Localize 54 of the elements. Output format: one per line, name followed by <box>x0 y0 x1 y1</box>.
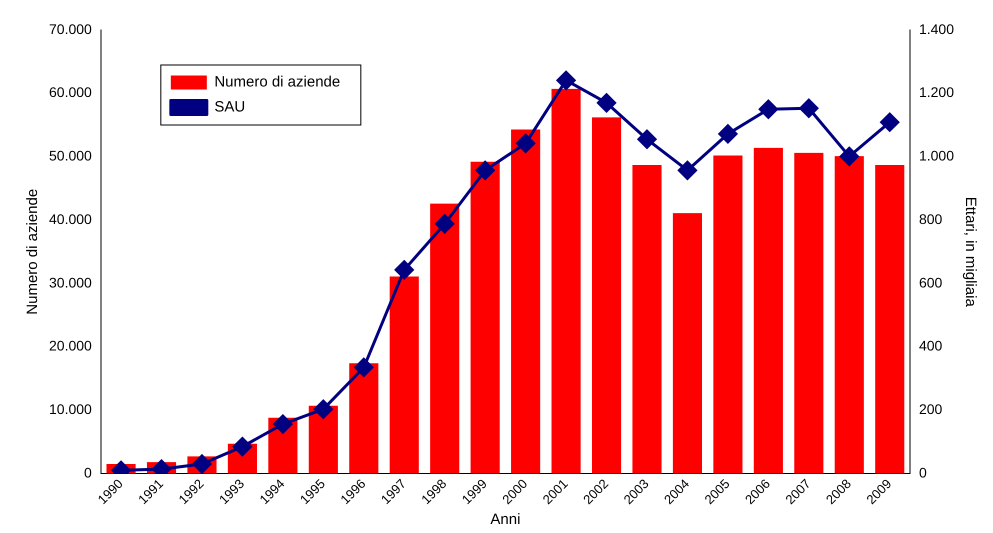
point <box>435 214 454 234</box>
point <box>718 124 738 144</box>
bar <box>511 129 540 474</box>
bar <box>713 155 742 474</box>
y2-tick-label: 800 <box>918 210 943 227</box>
y-tick-label: 0 <box>84 464 92 480</box>
x-axis-title: Anni <box>490 511 520 528</box>
point <box>678 160 697 180</box>
y-tick-label: 70.000 <box>48 20 92 37</box>
legend-label: SAU <box>214 98 246 116</box>
y2-tick-label: 1.400 <box>918 20 954 37</box>
y2-tick-label: 1.000 <box>918 148 954 164</box>
legend-label: Numero di aziende <box>214 74 340 91</box>
point <box>232 437 252 456</box>
point <box>476 160 495 180</box>
bar <box>552 88 581 474</box>
y-tick-label: 60.000 <box>48 84 92 100</box>
bar <box>834 156 864 474</box>
bar <box>592 117 622 474</box>
point <box>637 130 656 149</box>
bar <box>430 204 460 474</box>
point <box>394 260 414 280</box>
y2-tick-label: 400 <box>918 338 943 354</box>
point <box>273 414 292 434</box>
y-tick-label: 50.000 <box>48 148 92 164</box>
bar <box>308 406 338 474</box>
point <box>597 93 616 112</box>
y-tick-label: 40.000 <box>48 210 92 227</box>
point <box>314 400 333 419</box>
y-tick-label: 10.000 <box>48 401 92 418</box>
bar <box>390 276 419 474</box>
point <box>799 98 818 118</box>
point <box>516 134 536 153</box>
bar <box>754 148 783 474</box>
bar <box>794 152 824 474</box>
bar <box>470 162 500 474</box>
point <box>556 70 576 90</box>
y2-tick-label: 600 <box>918 274 943 290</box>
bar <box>632 164 662 474</box>
point <box>192 454 212 474</box>
bar <box>875 164 904 474</box>
y2-tick-label: 0 <box>918 464 927 480</box>
y-tick-label: 30.000 <box>48 274 92 290</box>
y2-axis-title: Ettari, in migliaia <box>962 196 979 308</box>
bar <box>349 363 378 474</box>
y-tick-label: 20.000 <box>48 338 92 354</box>
y2-tick-label: 1.200 <box>918 84 954 100</box>
y-axis-title: Numero di aziende <box>24 188 42 315</box>
y2-tick-label: 200 <box>918 401 943 418</box>
point <box>758 100 778 119</box>
point <box>840 146 859 166</box>
point <box>354 358 374 377</box>
bar <box>672 213 702 474</box>
point <box>880 112 900 132</box>
